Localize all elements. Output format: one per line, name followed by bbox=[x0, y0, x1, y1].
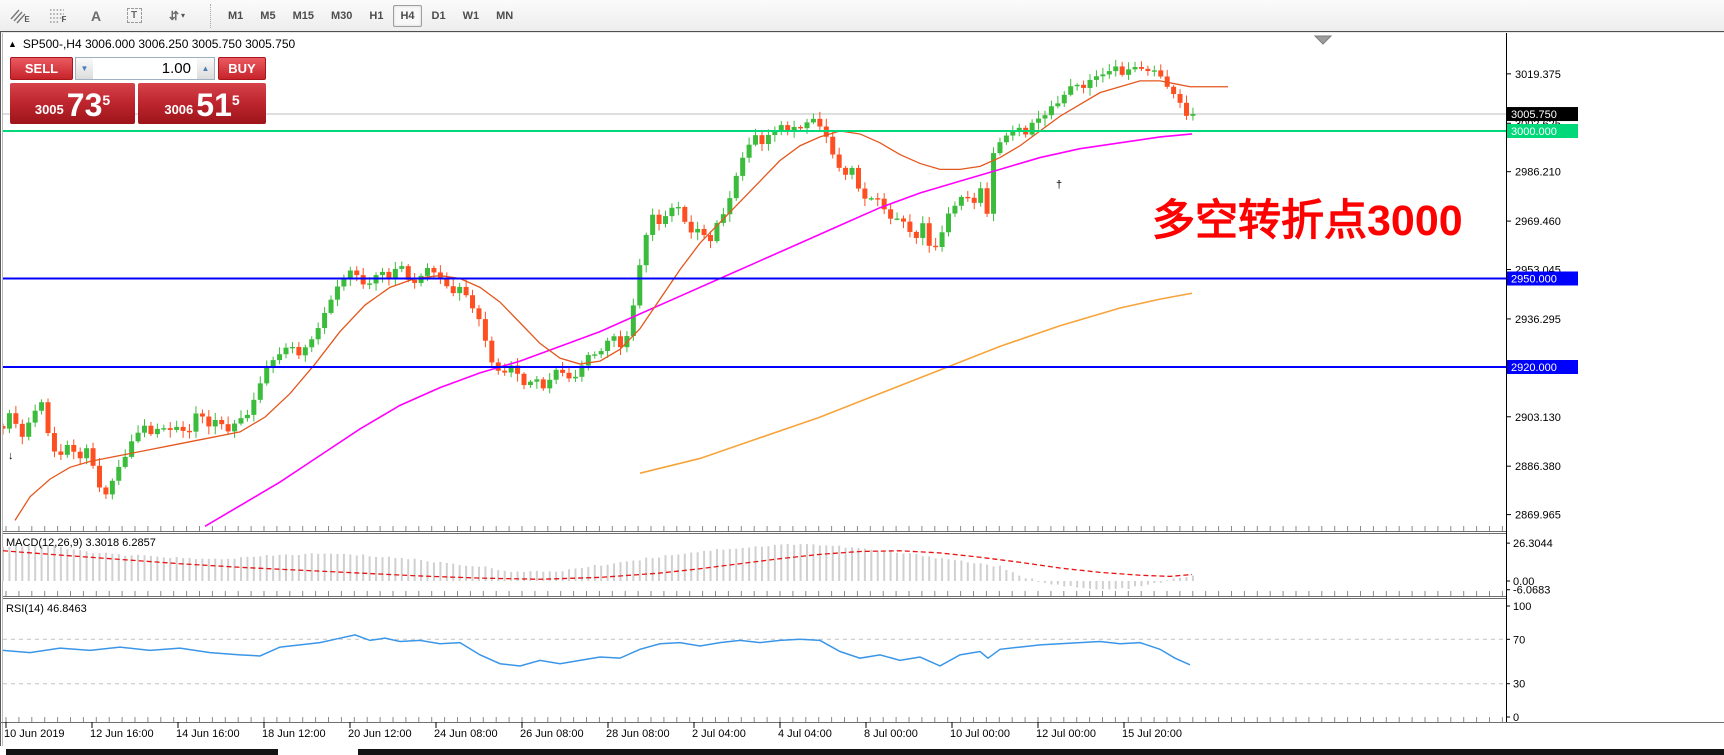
time-axis-label: 14 Jun 16:00 bbox=[176, 728, 240, 740]
macd-label: MACD(12,26,9) 3.3018 6.2857 bbox=[6, 537, 156, 549]
price-marker-label: 3000.000 bbox=[1511, 126, 1557, 138]
time-axis-label: 10 Jun 2019 bbox=[4, 728, 65, 740]
timeframe-button-m30[interactable]: M30 bbox=[330, 9, 353, 22]
taskbar-edge-left bbox=[6, 749, 278, 755]
sell-price-big: 73 bbox=[66, 87, 103, 123]
chart-object-arrow-icon[interactable]: ↓ bbox=[8, 450, 14, 462]
time-axis-label: 12 Jul 00:00 bbox=[1036, 728, 1096, 740]
macd-axis-label: -6.0683 bbox=[1513, 585, 1550, 597]
equidistant-channel-icon[interactable]: E bbox=[8, 4, 32, 28]
timeframe-button-m15[interactable]: M15 bbox=[292, 9, 314, 22]
time-axis-label: 18 Jun 12:00 bbox=[262, 728, 326, 740]
time-axis: 10 Jun 2019 12 Jun 16:00 14 Jun 16:00 18 Ju… bbox=[4, 722, 1182, 740]
timeframe-button-m1[interactable]: M1 bbox=[228, 9, 244, 22]
text-label-tool-icon[interactable]: T bbox=[122, 4, 146, 28]
price-axis-label: 2986.210 bbox=[1515, 167, 1561, 179]
rsi-axis-label: 30 bbox=[1513, 679, 1525, 691]
symbol-collapse-icon[interactable]: ▲ bbox=[8, 39, 17, 49]
rsi-panel: 100 70 30 0 bbox=[2, 601, 1531, 724]
buy-price-sup: 5 bbox=[231, 92, 240, 108]
macd-axis-label: 26.3044 bbox=[1513, 538, 1553, 550]
tool-sub-label: E bbox=[24, 15, 30, 24]
price-axis-label: 2903.130 bbox=[1515, 412, 1561, 424]
rsi-axis-label: 0 bbox=[1513, 712, 1519, 724]
timeframe-toolbar: M1 M5 M15 M30 H1 H4 D1 W1 MN bbox=[221, 4, 520, 27]
price-marker-label: 2920.000 bbox=[1511, 362, 1557, 374]
price-marker-box bbox=[1507, 124, 1578, 138]
volume-decrease-button[interactable]: ▼ bbox=[75, 57, 93, 80]
time-axis-label: 20 Jun 12:00 bbox=[348, 728, 412, 740]
sell-price-prefix: 3005 bbox=[34, 102, 64, 117]
text-tool-icon[interactable]: A bbox=[90, 7, 102, 24]
one-click-trading-panel: SELL ▼ ▲ BUY 3005 73 5 3006 51 5 bbox=[10, 57, 266, 124]
price-axis: 3019.3753002.6252986.2102969.4602953.045… bbox=[1506, 69, 1578, 522]
arrows-tool-icon[interactable]: ⇵ ▾ bbox=[168, 8, 186, 23]
sell-price-sup: 5 bbox=[102, 92, 111, 108]
rsi-axis-label: 100 bbox=[1513, 601, 1531, 613]
time-axis-label: 26 Jun 08:00 bbox=[520, 728, 584, 740]
buy-price-tile[interactable]: 3006 51 5 bbox=[138, 83, 266, 124]
buy-button[interactable]: BUY bbox=[218, 57, 266, 80]
volume-increase-button[interactable]: ▲ bbox=[197, 57, 215, 80]
price-axis-label: 3019.375 bbox=[1515, 69, 1561, 81]
timeframe-button-mn[interactable]: MN bbox=[496, 9, 514, 22]
ma-slow-line bbox=[639, 292, 1193, 474]
timeframe-button-h4[interactable]: H4 bbox=[393, 4, 422, 27]
price-marker-box bbox=[1507, 271, 1578, 286]
volume-input[interactable] bbox=[93, 57, 197, 80]
price-axis-label: 2886.380 bbox=[1515, 461, 1561, 473]
price-axis-label: 2936.295 bbox=[1515, 314, 1561, 326]
chart-object-mark-icon[interactable]: † bbox=[1056, 179, 1062, 191]
chart-header: ▲ SP500-,H4 3006.000 3006.250 3005.750 3… bbox=[8, 37, 295, 51]
drawing-tools-group: E F A T ⇵ ▾ bbox=[0, 4, 194, 28]
time-axis-label: 24 Jun 08:00 bbox=[434, 728, 498, 740]
tool-sub-label: F bbox=[61, 15, 67, 24]
sell-price-tile[interactable]: 3005 73 5 bbox=[10, 83, 135, 124]
macd-panel: 26.3044 0.00-6.0683 bbox=[2, 538, 1553, 597]
timeframe-button-h1[interactable]: H1 bbox=[369, 9, 384, 22]
ma-mid-line bbox=[204, 133, 1193, 527]
fibonacci-icon[interactable]: F bbox=[46, 4, 70, 28]
ma-fast-line bbox=[14, 80, 1228, 521]
time-axis-label: 4 Jul 04:00 bbox=[778, 728, 832, 740]
buy-price-prefix: 3006 bbox=[164, 102, 194, 117]
timeframe-button-w1[interactable]: W1 bbox=[462, 9, 480, 22]
time-axis-label: 12 Jun 16:00 bbox=[90, 728, 154, 740]
time-axis-label: 8 Jul 00:00 bbox=[864, 728, 918, 740]
price-marker-label: 2950.000 bbox=[1511, 274, 1557, 286]
price-marker-box bbox=[1507, 360, 1578, 374]
sell-button[interactable]: SELL bbox=[10, 57, 73, 80]
price-marker-label: 3005.750 bbox=[1511, 109, 1557, 121]
time-axis-label: 10 Jul 00:00 bbox=[950, 728, 1010, 740]
taskbar-edge-right bbox=[358, 749, 1724, 755]
chevron-down-icon: ▾ bbox=[181, 11, 186, 20]
time-axis-label: 15 Jul 20:00 bbox=[1122, 728, 1182, 740]
price-axis-label: 2869.965 bbox=[1515, 510, 1561, 522]
toolbar-separator bbox=[210, 3, 211, 28]
price-marker-box bbox=[1507, 107, 1578, 122]
rsi-line bbox=[2, 634, 1191, 667]
timeframe-button-m5[interactable]: M5 bbox=[260, 9, 276, 22]
chart-shift-marker-icon[interactable] bbox=[1313, 35, 1333, 45]
rsi-axis-label: 70 bbox=[1513, 634, 1525, 646]
rsi-label: RSI(14) 46.8463 bbox=[6, 603, 87, 615]
macd-axis-label: 0.00 bbox=[1513, 576, 1534, 588]
price-axis-label: 2969.460 bbox=[1515, 216, 1561, 228]
symbol-quote-line: SP500-,H4 3006.000 3006.250 3005.750 300… bbox=[22, 37, 296, 51]
time-axis-label: 28 Jun 08:00 bbox=[606, 728, 670, 740]
timeframe-button-d1[interactable]: D1 bbox=[431, 9, 446, 22]
candlesticks-layer bbox=[3, 59, 1196, 500]
buy-price-big: 51 bbox=[196, 87, 232, 123]
toolbar: E F A T ⇵ ▾ M1 M5 M15 M3 bbox=[0, 0, 1724, 31]
time-axis-label: 2 Jul 04:00 bbox=[692, 728, 746, 740]
main-plot-layer: ↓† bbox=[3, 59, 1506, 527]
chart-text-annotation[interactable]: 多空转折点3000 bbox=[1152, 197, 1463, 245]
